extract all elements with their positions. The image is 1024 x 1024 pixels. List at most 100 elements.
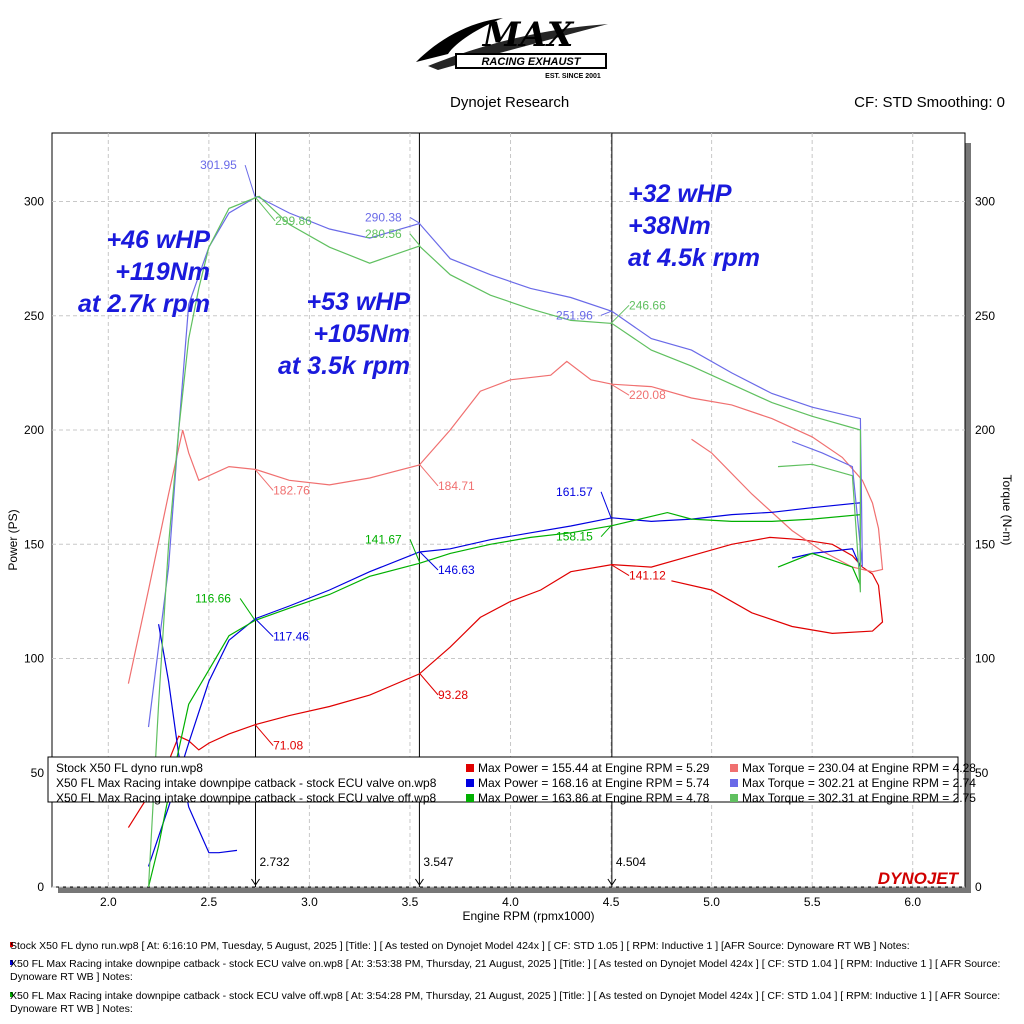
y2-tick-label: 300 bbox=[975, 195, 995, 209]
gain-annotation-line: at 3.5k rpm bbox=[278, 352, 410, 380]
y-tick-label: 300 bbox=[24, 195, 44, 209]
x-tick-label: 2.0 bbox=[100, 895, 117, 909]
value-label-leader bbox=[409, 233, 421, 247]
x-tick-label: 5.5 bbox=[804, 895, 821, 909]
x-tick-label: 6.0 bbox=[904, 895, 921, 909]
x-axis-label: Engine RPM (rpmx1000) bbox=[462, 909, 594, 923]
rpm-marker-label: 2.732 bbox=[260, 855, 290, 869]
rpm-marker-arrow bbox=[607, 878, 617, 886]
value-label-leader bbox=[254, 618, 274, 637]
note-run-marker bbox=[10, 942, 13, 947]
value-label: 290.38 bbox=[365, 210, 402, 224]
header-left-label: Dynojet Research bbox=[450, 94, 570, 111]
value-label-leader bbox=[610, 304, 630, 324]
value-label: 299.86 bbox=[275, 214, 312, 228]
run-note-valve-off: X50 FL Max Racing intake downpipe catbac… bbox=[10, 990, 1004, 1015]
value-label: 184.71 bbox=[438, 479, 475, 493]
max-racing-logo: MAX RACING EXHAUST EST. SINCE 2001 bbox=[408, 10, 616, 82]
y2-tick-label: 50 bbox=[975, 766, 989, 780]
rpm-marker-arrow bbox=[251, 878, 260, 886]
legend-power-swatch bbox=[466, 779, 474, 787]
gain-annotation-line: +38Nm bbox=[628, 212, 711, 240]
legend-power-swatch bbox=[466, 764, 474, 772]
legend-box bbox=[47, 756, 959, 803]
legend-file-name: Stock X50 FL dyno run.wp8 bbox=[56, 761, 203, 775]
plot-shadow-bottom bbox=[58, 887, 971, 893]
value-label-leader bbox=[239, 598, 256, 621]
legend-file-name: X50 FL Max Racing intake downpipe catbac… bbox=[56, 791, 437, 805]
logo-est: EST. SINCE 2001 bbox=[545, 73, 601, 80]
value-label-leader bbox=[610, 383, 630, 396]
logo-subtitle: RACING EXHAUST bbox=[481, 56, 581, 68]
value-label: 220.08 bbox=[629, 388, 666, 402]
y2-tick-label: 250 bbox=[975, 309, 995, 323]
legend-max-torque: Max Torque = 302.21 at Engine RPM = 2.74 bbox=[742, 776, 976, 790]
legend-torque-swatch bbox=[730, 779, 738, 787]
series-stock-torque bbox=[127, 360, 884, 684]
dynojet-brand: DYNOJET bbox=[878, 869, 960, 888]
legend-power-swatch bbox=[466, 794, 474, 802]
value-label-leader bbox=[600, 491, 612, 519]
value-label: 116.66 bbox=[195, 591, 231, 605]
value-label: 280.56 bbox=[365, 227, 402, 241]
series-stock-power bbox=[127, 536, 884, 828]
plot-shadow-right bbox=[965, 143, 971, 893]
value-label: 161.57 bbox=[556, 485, 593, 499]
y-axis-label: Power (PS) bbox=[6, 509, 20, 570]
value-label-leader bbox=[419, 551, 439, 571]
value-label: 141.67 bbox=[365, 532, 402, 546]
y2-tick-label: 200 bbox=[975, 423, 995, 437]
header-right-label: CF: STD Smoothing: 0 bbox=[854, 94, 1005, 111]
legend-torque-swatch bbox=[730, 764, 738, 772]
y2-tick-label: 150 bbox=[975, 537, 995, 551]
y2-axis-label: Torque (N-m) bbox=[1000, 475, 1014, 546]
value-label-leader bbox=[254, 724, 274, 746]
gain-annotation-line: at 4.5k rpm bbox=[628, 244, 760, 272]
value-label-leader bbox=[254, 196, 276, 222]
logo-wordmark: MAX bbox=[482, 15, 575, 55]
y-tick-label: 50 bbox=[31, 766, 45, 780]
gain-annotation-line: +119Nm bbox=[115, 258, 210, 286]
legend-torque-swatch bbox=[730, 794, 738, 802]
value-label-leader bbox=[610, 564, 630, 576]
gain-annotation-line: +46 wHP bbox=[106, 226, 210, 254]
legend-max-torque: Max Torque = 302.31 at Engine RPM = 2.75 bbox=[742, 791, 976, 805]
run-note-valve-on: X50 FL Max Racing intake downpipe catbac… bbox=[10, 958, 1004, 983]
value-label-leader bbox=[419, 464, 439, 487]
value-label: 146.63 bbox=[438, 563, 475, 577]
value-label-leader bbox=[244, 164, 256, 198]
value-label-leader bbox=[419, 673, 439, 696]
gain-annotation-line: +53 wHP bbox=[306, 288, 410, 316]
value-label: 71.08 bbox=[273, 739, 303, 753]
y2-tick-label: 100 bbox=[975, 652, 995, 666]
rpm-marker-label: 4.504 bbox=[616, 855, 646, 869]
gain-annotation-line: at 2.7k rpm bbox=[78, 290, 210, 318]
note-run-marker bbox=[10, 960, 13, 965]
legend-max-power: Max Power = 155.44 at Engine RPM = 5.29 bbox=[478, 761, 710, 775]
value-label: 117.46 bbox=[273, 630, 309, 644]
value-label: 141.12 bbox=[629, 569, 666, 583]
value-label: 246.66 bbox=[629, 298, 666, 312]
rpm-marker-label: 3.547 bbox=[423, 855, 453, 869]
y-tick-label: 0 bbox=[37, 880, 44, 894]
y-tick-label: 150 bbox=[24, 537, 44, 551]
x-tick-label: 4.5 bbox=[603, 895, 620, 909]
value-label-leader bbox=[600, 525, 612, 537]
series-valve-off-torque bbox=[147, 195, 862, 888]
value-label-leader bbox=[409, 217, 421, 224]
x-tick-label: 3.0 bbox=[301, 895, 318, 909]
legend-max-power: Max Power = 163.86 at Engine RPM = 4.78 bbox=[478, 791, 710, 805]
value-label: 182.76 bbox=[273, 483, 310, 497]
gain-annotation-line: +105Nm bbox=[313, 320, 410, 348]
value-label: 93.28 bbox=[438, 688, 468, 702]
legend-file-name: X50 FL Max Racing intake downpipe catbac… bbox=[56, 776, 437, 790]
x-tick-label: 5.0 bbox=[703, 895, 720, 909]
value-label-leader bbox=[409, 539, 421, 564]
y-tick-label: 100 bbox=[24, 652, 44, 666]
run-note-stock: Stock X50 FL dyno run.wp8 [ At: 6:16:10 … bbox=[10, 940, 910, 952]
legend-max-power: Max Power = 168.16 at Engine RPM = 5.74 bbox=[478, 776, 710, 790]
gain-annotation-line: +32 wHP bbox=[628, 180, 732, 208]
legend-max-torque: Max Torque = 230.04 at Engine RPM = 4.28 bbox=[742, 761, 976, 775]
y-tick-label: 200 bbox=[24, 423, 44, 437]
